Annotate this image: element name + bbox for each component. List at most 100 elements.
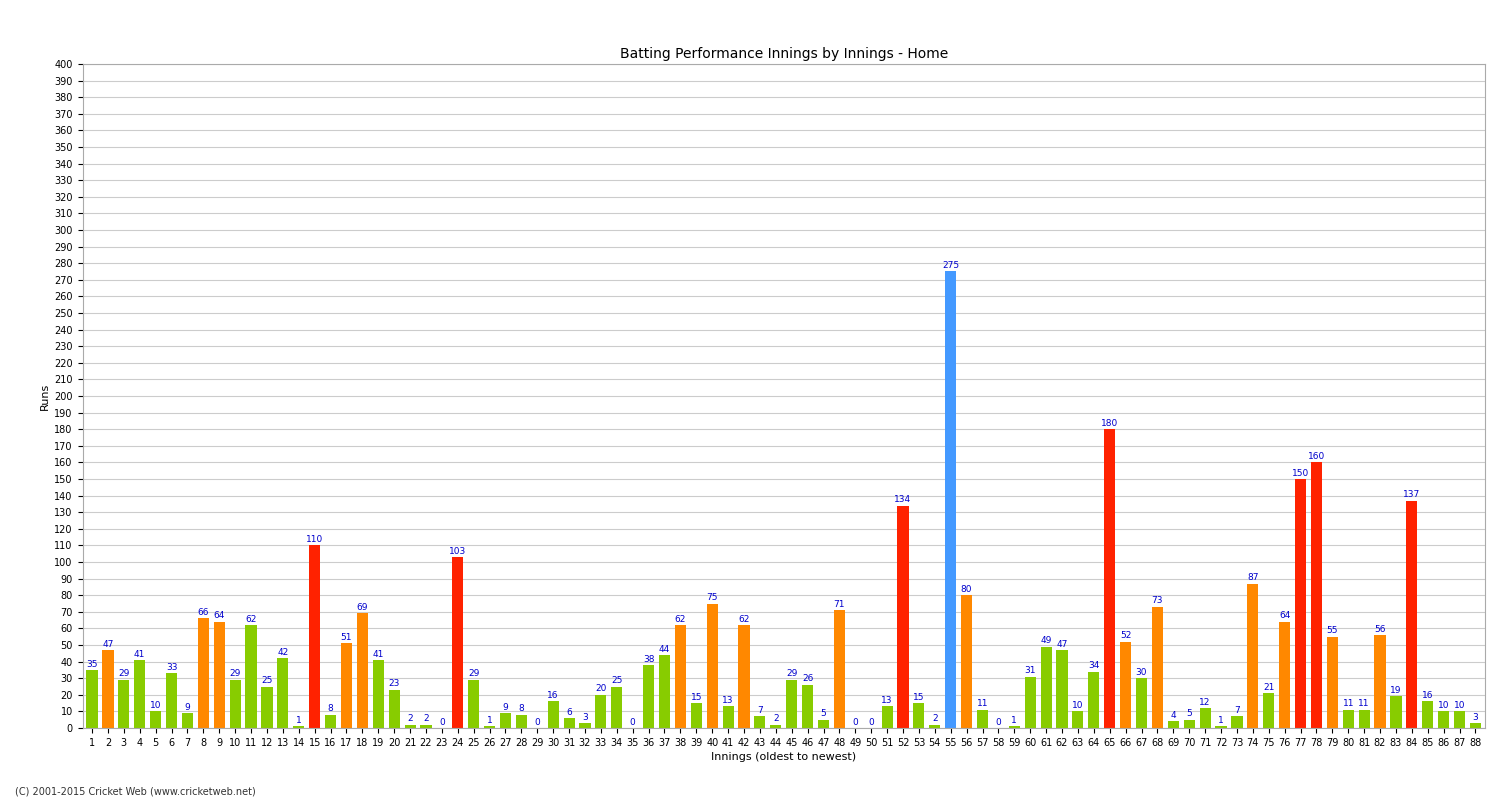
- Text: 29: 29: [786, 670, 798, 678]
- Text: 6: 6: [566, 708, 572, 717]
- Text: 62: 62: [246, 614, 256, 624]
- Bar: [945, 271, 957, 728]
- Bar: [644, 665, 654, 728]
- Text: 31: 31: [1024, 666, 1036, 675]
- Text: 34: 34: [1088, 661, 1100, 670]
- Text: 13: 13: [723, 696, 734, 705]
- Bar: [1438, 711, 1449, 728]
- Text: 75: 75: [706, 593, 718, 602]
- Bar: [198, 618, 208, 728]
- Text: 11: 11: [976, 699, 988, 708]
- Text: 87: 87: [1246, 573, 1258, 582]
- Bar: [213, 622, 225, 728]
- Bar: [1470, 723, 1480, 728]
- Text: 66: 66: [198, 608, 208, 617]
- Bar: [596, 694, 606, 728]
- Bar: [1422, 702, 1434, 728]
- Bar: [309, 546, 320, 728]
- Text: 15: 15: [914, 693, 924, 702]
- Text: 71: 71: [834, 600, 844, 609]
- Text: 42: 42: [278, 648, 288, 657]
- Text: 0: 0: [852, 718, 858, 726]
- Bar: [1311, 462, 1322, 728]
- Bar: [786, 680, 798, 728]
- Text: 35: 35: [87, 659, 98, 669]
- Text: 30: 30: [1136, 668, 1148, 677]
- Bar: [658, 655, 670, 728]
- Bar: [1104, 429, 1116, 728]
- Text: 44: 44: [658, 645, 670, 654]
- Text: 21: 21: [1263, 682, 1275, 692]
- Text: 3: 3: [582, 713, 588, 722]
- Title: Batting Performance Innings by Innings - Home: Batting Performance Innings by Innings -…: [620, 47, 948, 62]
- Text: 25: 25: [261, 676, 273, 685]
- Text: 41: 41: [372, 650, 384, 658]
- Text: 1: 1: [486, 716, 492, 725]
- Y-axis label: Runs: Runs: [40, 382, 50, 410]
- Bar: [914, 703, 924, 728]
- Bar: [292, 726, 304, 728]
- Text: 80: 80: [962, 585, 972, 594]
- Bar: [261, 686, 273, 728]
- Text: 1: 1: [1011, 716, 1017, 725]
- Bar: [1248, 583, 1258, 728]
- Bar: [1010, 726, 1020, 728]
- Bar: [182, 713, 194, 728]
- Bar: [468, 680, 478, 728]
- Bar: [962, 595, 972, 728]
- Bar: [1374, 635, 1386, 728]
- Bar: [976, 710, 988, 728]
- Text: 9: 9: [503, 702, 509, 712]
- Text: 8: 8: [519, 704, 525, 714]
- Text: 8: 8: [327, 704, 333, 714]
- Text: 137: 137: [1402, 490, 1420, 499]
- Bar: [1454, 711, 1466, 728]
- Text: 47: 47: [102, 639, 114, 649]
- Bar: [1200, 708, 1210, 728]
- Bar: [134, 660, 146, 728]
- Text: 16: 16: [1422, 691, 1434, 700]
- Text: 62: 62: [738, 614, 750, 624]
- Text: 52: 52: [1120, 631, 1131, 640]
- Bar: [754, 716, 765, 728]
- Bar: [388, 690, 399, 728]
- Text: 64: 64: [1280, 611, 1290, 620]
- Bar: [579, 723, 591, 728]
- Bar: [1089, 671, 1100, 728]
- Bar: [1024, 677, 1036, 728]
- Bar: [928, 725, 940, 728]
- Text: 160: 160: [1308, 452, 1324, 461]
- Bar: [1263, 693, 1275, 728]
- Text: 275: 275: [942, 261, 960, 270]
- Text: 29: 29: [118, 670, 129, 678]
- Text: 29: 29: [468, 670, 480, 678]
- Bar: [1407, 501, 1418, 728]
- Text: 62: 62: [675, 614, 686, 624]
- Text: 23: 23: [388, 679, 400, 689]
- Text: 47: 47: [1056, 639, 1068, 649]
- Text: 10: 10: [1438, 701, 1449, 710]
- Bar: [1136, 678, 1148, 728]
- Text: 2: 2: [772, 714, 778, 723]
- Text: 7: 7: [1234, 706, 1240, 715]
- Text: 7: 7: [758, 706, 764, 715]
- Bar: [1041, 646, 1052, 728]
- Bar: [1342, 710, 1354, 728]
- Text: 2: 2: [408, 714, 413, 723]
- X-axis label: Innings (oldest to newest): Innings (oldest to newest): [711, 752, 856, 762]
- Text: 29: 29: [230, 670, 242, 678]
- Text: 2: 2: [423, 714, 429, 723]
- Text: 2: 2: [932, 714, 938, 723]
- Text: 13: 13: [882, 696, 892, 705]
- Bar: [357, 614, 368, 728]
- Text: 0: 0: [440, 718, 444, 726]
- Bar: [118, 680, 129, 728]
- Text: 0: 0: [630, 718, 636, 726]
- Bar: [1184, 720, 1196, 728]
- Text: (C) 2001-2015 Cricket Web (www.cricketweb.net): (C) 2001-2015 Cricket Web (www.cricketwe…: [15, 786, 255, 796]
- Bar: [1120, 642, 1131, 728]
- Bar: [770, 725, 782, 728]
- Text: 1: 1: [296, 716, 302, 725]
- Bar: [1072, 711, 1083, 728]
- Bar: [372, 660, 384, 728]
